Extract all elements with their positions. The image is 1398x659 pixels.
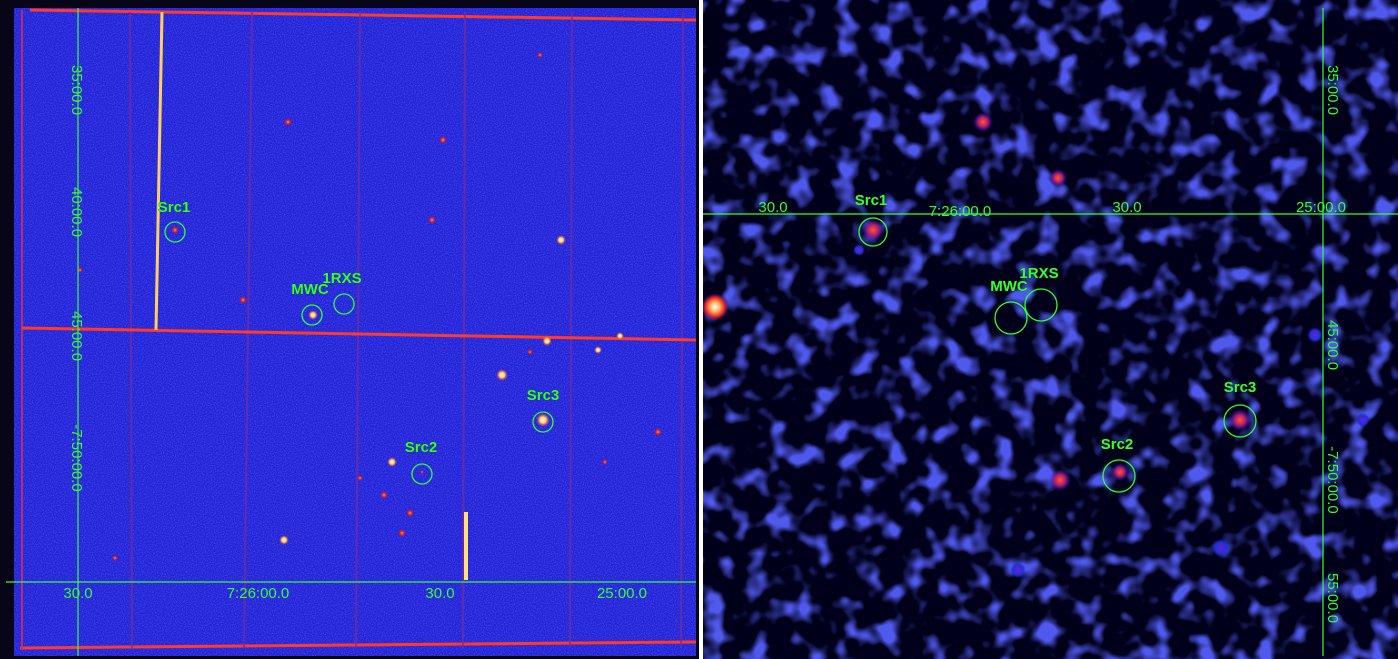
point-source xyxy=(602,459,608,465)
point-source xyxy=(1229,409,1251,431)
source-marker-src2 xyxy=(1102,459,1136,493)
dec-tick-label: 45:00.0 xyxy=(68,311,85,361)
source-label-src3: Src3 xyxy=(527,387,560,404)
point-source xyxy=(1212,539,1230,557)
point-source xyxy=(284,118,292,126)
source-label-1rxs: 1RXS xyxy=(1019,265,1058,282)
dec-tick-label: 35:00.0 xyxy=(1324,65,1341,115)
ra-tick-label: 30.0 xyxy=(758,199,787,216)
point-source xyxy=(537,52,543,58)
point-source xyxy=(1049,169,1067,187)
point-source xyxy=(171,226,179,234)
point-source xyxy=(616,332,624,340)
ra-tick-label: 7:26:00.0 xyxy=(227,585,290,602)
smoothed-noise-field xyxy=(703,0,1398,659)
point-source xyxy=(239,296,247,304)
source-marker-mwc xyxy=(301,304,323,326)
point-source xyxy=(862,219,884,241)
point-source xyxy=(308,310,318,320)
source-marker-src1 xyxy=(858,217,888,247)
point-source xyxy=(420,470,424,474)
point-source xyxy=(387,457,397,467)
source-label-src1: Src1 xyxy=(158,199,191,216)
point-source xyxy=(1111,463,1129,481)
ra-tick-label: 7:26:00.0 xyxy=(929,203,992,220)
source-marker-src2 xyxy=(411,463,433,485)
source-marker-src1 xyxy=(164,221,186,243)
point-source xyxy=(496,369,508,381)
point-source xyxy=(1356,413,1370,427)
point-source xyxy=(406,509,414,517)
source-label-src2: Src2 xyxy=(405,439,438,456)
point-source xyxy=(527,349,533,355)
dec-tick-label: 40:00.0 xyxy=(68,187,85,237)
point-source xyxy=(542,336,552,346)
point-source xyxy=(380,491,388,499)
ra-tick-label: 30.0 xyxy=(63,585,92,602)
detector-noise xyxy=(14,8,696,656)
point-source xyxy=(536,413,550,427)
source-label-src1: Src1 xyxy=(855,192,888,209)
source-marker-src3 xyxy=(1223,404,1257,438)
point-source xyxy=(654,428,662,436)
point-source xyxy=(357,475,363,481)
point-source xyxy=(112,555,118,561)
source-marker-mwc xyxy=(994,301,1028,335)
point-source xyxy=(594,346,602,354)
left-xray-image-panel: 35:00.0 40:00.0 45:00.0 -7:50:00.0 30.0 … xyxy=(0,0,699,659)
dec-tick-label: 45:00.0 xyxy=(1324,320,1341,370)
point-source xyxy=(1049,469,1071,491)
source-marker-1rxs xyxy=(1024,288,1058,322)
left-image-canvas: 35:00.0 40:00.0 45:00.0 -7:50:00.0 30.0 … xyxy=(0,0,699,659)
source-marker-1rxs xyxy=(333,293,355,315)
ra-tick-label: 25:00.0 xyxy=(1296,199,1346,216)
source-label-src3: Src3 xyxy=(1224,379,1257,396)
source-marker-src3 xyxy=(532,411,554,433)
source-label-mwc: MWC xyxy=(291,281,329,298)
ra-tick-label: 30.0 xyxy=(1112,199,1141,216)
point-source xyxy=(428,216,436,224)
point-source xyxy=(556,235,566,245)
dec-tick-label: -7:50:00.0 xyxy=(68,424,85,492)
source-label-mwc: MWC xyxy=(990,278,1028,295)
ra-tick-label: 25:00.0 xyxy=(597,585,647,602)
point-source xyxy=(398,529,406,537)
point-source xyxy=(439,136,447,144)
point-source xyxy=(853,244,865,256)
point-source xyxy=(703,293,729,321)
left-point-sources xyxy=(77,52,662,561)
right-image-canvas: 30.0 7:26:00.0 30.0 25:00.0 35:00.0 45:0… xyxy=(703,0,1398,659)
right-smoothed-image-panel: 30.0 7:26:00.0 30.0 25:00.0 35:00.0 45:0… xyxy=(703,0,1398,659)
bright-bleed-column xyxy=(154,11,164,331)
point-source xyxy=(1010,562,1026,578)
ra-tick-label: 30.0 xyxy=(425,585,454,602)
readout-streak xyxy=(21,326,697,342)
point-source xyxy=(1307,327,1323,343)
source-label-src2: Src2 xyxy=(1101,436,1134,453)
point-source xyxy=(973,112,993,132)
dec-tick-label: 35:00.0 xyxy=(68,65,85,115)
right-point-sources xyxy=(703,112,1370,578)
detector-top-edge xyxy=(29,8,697,22)
source-label-1rxs: 1RXS xyxy=(322,270,361,287)
dec-tick-label: -7:50:00.0 xyxy=(1324,446,1341,514)
dec-tick-label: 55:00.0 xyxy=(1324,573,1341,623)
point-source xyxy=(279,535,289,545)
